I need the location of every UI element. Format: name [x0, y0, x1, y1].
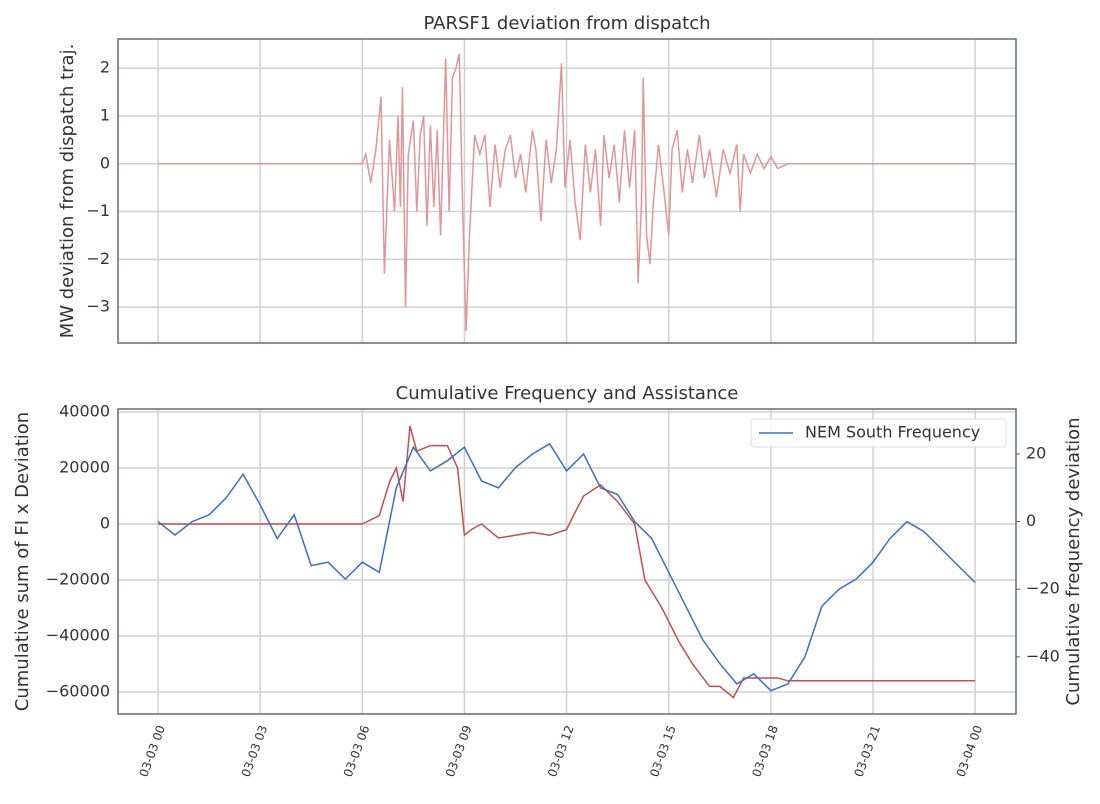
y2-tick-label: 0	[1026, 511, 1036, 530]
legend-box	[750, 418, 1007, 448]
legend-label: NEM South Frequency	[805, 423, 980, 442]
y-axis-label: MW deviation from dispatch traj.	[57, 44, 78, 339]
plot-frame	[117, 408, 1017, 715]
chart-title: PARSF1 deviation from dispatch	[423, 13, 710, 34]
y-tick-label: 0	[100, 153, 110, 172]
y2-tick-label: 20	[1026, 443, 1046, 462]
y-tick-label: −3	[86, 297, 110, 316]
y-tick-label: −40000	[46, 625, 110, 644]
x-tick-label: 03-03 18	[749, 723, 781, 778]
chart-title: Cumulative Frequency and Assistance	[396, 383, 739, 404]
y-tick-label: −20000	[46, 569, 110, 588]
x-tick-label: 03-03 12	[545, 723, 577, 778]
y-tick-label: 40000	[59, 401, 110, 420]
y-tick-label: −2	[86, 249, 110, 268]
x-tick-label: 03-03 09	[443, 723, 475, 778]
y2-tick-label: −20	[1026, 579, 1060, 598]
data-line	[157, 442, 976, 692]
y-tick-label: −60000	[46, 681, 110, 700]
x-tick-label: 03-03 06	[341, 723, 373, 778]
x-tick-label: 03-03 15	[647, 723, 679, 778]
y-tick-label: 1	[100, 105, 110, 124]
y-tick-label: 2	[100, 58, 110, 77]
x-tick-label: 03-03 03	[239, 723, 271, 778]
x-tick-label: 03-04 00	[954, 723, 986, 778]
data-line	[158, 53, 976, 332]
plot-frame	[117, 38, 1017, 344]
y-tick-label: 0	[100, 513, 110, 532]
y-tick-label: 20000	[59, 457, 110, 476]
x-tick-label: 03-03 21	[852, 723, 884, 778]
y-tick-label: −1	[86, 201, 110, 220]
data-line	[158, 425, 976, 699]
y2-tick-label: −40	[1026, 646, 1060, 665]
y-axis-label: Cumulative sum of FI x Deviation	[12, 412, 33, 711]
y2-axis-label: Cumulative frequency deviation	[1063, 417, 1084, 705]
x-tick-label: 03-03 00	[137, 723, 169, 778]
